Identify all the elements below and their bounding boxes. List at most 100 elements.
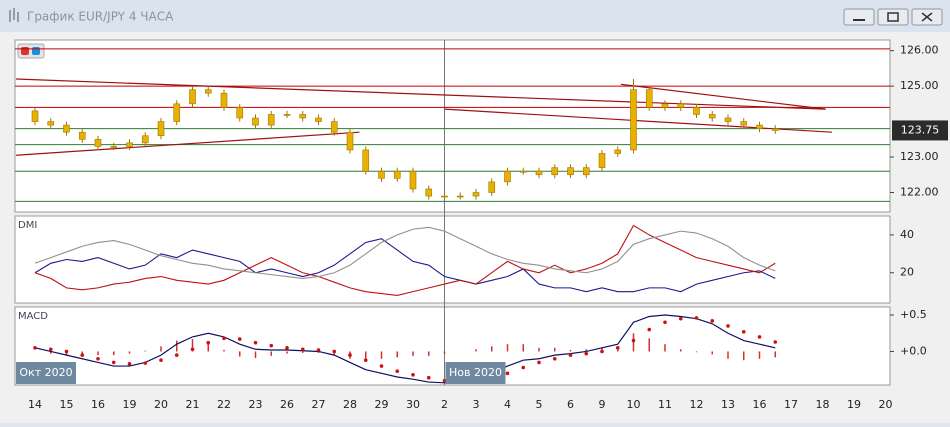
signal-dot bbox=[127, 362, 132, 366]
minimize-button[interactable] bbox=[843, 8, 875, 26]
x-tick-label: 22 bbox=[217, 398, 231, 411]
candle-body bbox=[393, 170, 401, 179]
candle-body bbox=[504, 170, 511, 183]
candle-body bbox=[78, 131, 86, 140]
trend-line bbox=[620, 83, 826, 110]
candle-body bbox=[771, 128, 779, 131]
x-tick-label: 19 bbox=[847, 398, 861, 411]
signal-dot bbox=[159, 358, 163, 363]
candle-body bbox=[173, 103, 181, 122]
close-icon bbox=[921, 12, 933, 22]
candle-body bbox=[330, 121, 338, 133]
y-tick-label: 125.00 bbox=[900, 79, 939, 92]
y-tick-label: 40 bbox=[900, 228, 914, 241]
period-marker-box bbox=[445, 362, 506, 384]
signal-dot bbox=[64, 349, 69, 354]
signal-dot bbox=[379, 364, 384, 368]
signal-dot bbox=[442, 378, 447, 383]
x-tick-label: 17 bbox=[784, 398, 798, 411]
candle-body bbox=[519, 170, 527, 173]
candle-body bbox=[614, 149, 622, 154]
restore-button[interactable] bbox=[877, 8, 909, 26]
signal-dot bbox=[552, 356, 557, 361]
signal-dot bbox=[96, 356, 100, 361]
candle-body bbox=[236, 107, 244, 119]
y-tick-label: 20 bbox=[900, 266, 914, 279]
signal-dot bbox=[190, 347, 195, 352]
signal-dot bbox=[505, 371, 510, 376]
candle-body bbox=[551, 167, 559, 176]
candle-body bbox=[456, 195, 464, 198]
panel-0: 126.00 125.00 123.00 122.00 123.75 bbox=[15, 44, 948, 202]
candle-body bbox=[63, 124, 70, 133]
signal-dot bbox=[741, 329, 746, 334]
x-tick-label: 28 bbox=[343, 398, 357, 411]
x-tick-label: 29 bbox=[375, 398, 389, 411]
x-tick-label: 2 bbox=[441, 398, 448, 411]
candle-body bbox=[567, 167, 574, 176]
candle-body bbox=[472, 192, 480, 197]
signal-dot bbox=[269, 343, 274, 348]
candle-body bbox=[362, 149, 370, 172]
panel-2: +0.5 +0.0 MACD bbox=[18, 308, 927, 384]
macd-line bbox=[34, 314, 776, 384]
signal-dot bbox=[174, 353, 179, 357]
signal-dot bbox=[285, 346, 289, 350]
x-tick-label: 21 bbox=[186, 398, 200, 411]
signal-dot bbox=[48, 347, 53, 352]
x-tick-label: 4 bbox=[504, 398, 511, 411]
x-tick-label: 19 bbox=[123, 398, 137, 411]
last-price-label: 123.75 bbox=[901, 123, 940, 136]
candle-body bbox=[693, 107, 700, 115]
candle-body bbox=[283, 114, 291, 116]
candle-body bbox=[488, 181, 496, 193]
signal-dot bbox=[710, 319, 715, 323]
signal-dot bbox=[253, 340, 258, 345]
candle-body bbox=[126, 142, 133, 147]
last-price-box bbox=[892, 120, 948, 141]
signal-dot bbox=[411, 372, 415, 377]
x-tick-label: 26 bbox=[280, 398, 294, 411]
x-tick-label: 14 bbox=[28, 398, 42, 411]
x-tick-label: 16 bbox=[91, 398, 105, 411]
candle-body bbox=[441, 195, 448, 198]
candle-body bbox=[756, 124, 763, 129]
signal-dot bbox=[300, 347, 305, 352]
indicator-line bbox=[34, 238, 776, 293]
candle-body bbox=[740, 121, 748, 126]
x-tick-label: 12 bbox=[690, 398, 704, 411]
candle-body bbox=[252, 117, 259, 126]
y-tick-label: 126.00 bbox=[900, 44, 939, 57]
candle-body bbox=[661, 103, 669, 108]
trend-line bbox=[16, 78, 826, 110]
signal-dot bbox=[773, 340, 778, 344]
dmi-panel bbox=[14, 215, 891, 304]
period-marker: Окт 2020 bbox=[19, 366, 72, 379]
candle-body bbox=[645, 89, 653, 108]
x-tick-label: 27 bbox=[312, 398, 326, 411]
candle-body bbox=[425, 188, 433, 197]
signal-dot bbox=[757, 335, 762, 339]
signal-dot bbox=[426, 375, 431, 380]
y-tick-label: +0.0 bbox=[900, 344, 927, 357]
x-tick-label: 13 bbox=[721, 398, 735, 411]
indicator-line bbox=[34, 224, 776, 296]
signal-dot bbox=[726, 324, 730, 328]
trend-line bbox=[16, 131, 360, 156]
candle-body bbox=[267, 114, 275, 126]
trend-line bbox=[444, 108, 832, 133]
x-tick-label: 20 bbox=[879, 398, 893, 411]
x-tick-label: 5 bbox=[536, 398, 543, 411]
y-tick-label: +0.5 bbox=[900, 308, 927, 321]
title-bar bbox=[0, 0, 950, 32]
signal-dot bbox=[316, 348, 321, 352]
x-tick-label: 23 bbox=[249, 398, 263, 411]
signal-dot bbox=[678, 316, 683, 321]
x-tick-label: 11 bbox=[658, 398, 672, 411]
panel-1: 20 40 DMI bbox=[18, 220, 914, 296]
period-marker-box bbox=[16, 362, 76, 384]
chart-icon bbox=[9, 8, 19, 22]
indicator-line bbox=[34, 226, 776, 279]
